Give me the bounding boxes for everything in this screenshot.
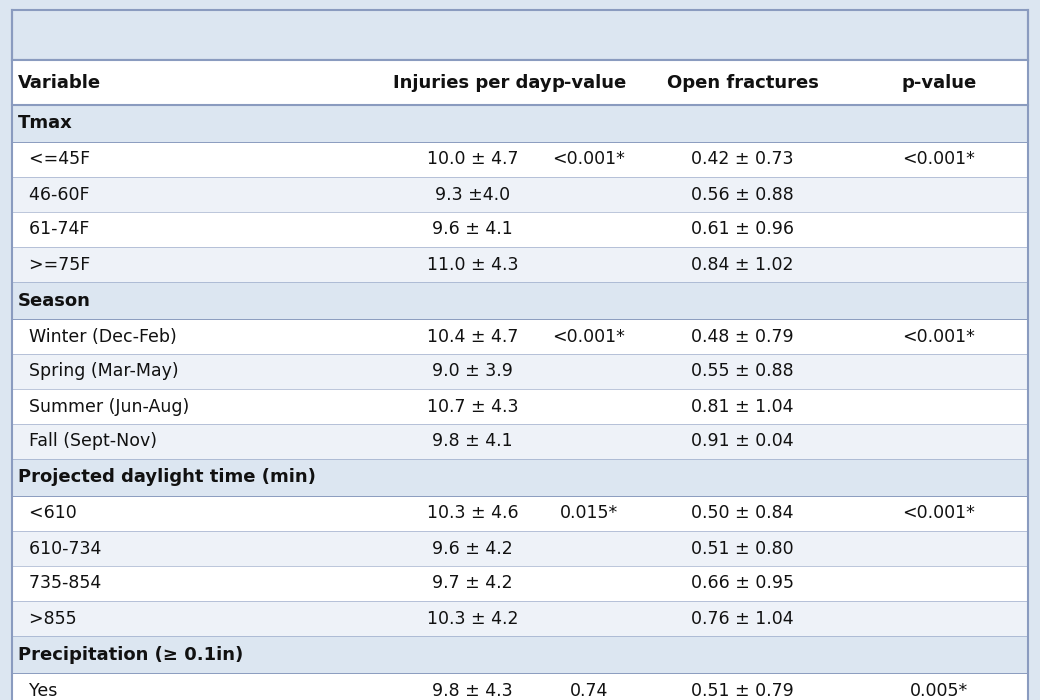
- Bar: [12, 673, 1028, 700]
- Bar: [12, 636, 1028, 673]
- Text: 0.55 ± 0.88: 0.55 ± 0.88: [692, 363, 794, 381]
- Bar: [12, 142, 1028, 177]
- Bar: [12, 424, 1028, 459]
- Text: 9.7 ± 4.2: 9.7 ± 4.2: [433, 575, 513, 592]
- Text: >=75F: >=75F: [18, 256, 90, 274]
- Bar: [12, 282, 1028, 319]
- Text: 0.56 ± 0.88: 0.56 ± 0.88: [692, 186, 794, 204]
- Text: 10.3 ± 4.6: 10.3 ± 4.6: [426, 505, 518, 522]
- Bar: [12, 319, 1028, 354]
- Text: 0.74: 0.74: [570, 682, 608, 699]
- Text: p-value: p-value: [902, 74, 977, 92]
- Text: 0.84 ± 1.02: 0.84 ± 1.02: [692, 256, 794, 274]
- Text: 0.81 ± 1.04: 0.81 ± 1.04: [692, 398, 794, 416]
- Bar: [12, 177, 1028, 212]
- Bar: [12, 601, 1028, 636]
- Text: 10.7 ± 4.3: 10.7 ± 4.3: [426, 398, 518, 416]
- Text: 0.66 ± 0.95: 0.66 ± 0.95: [691, 575, 794, 592]
- Text: Tmax: Tmax: [18, 115, 73, 132]
- Text: 0.61 ± 0.96: 0.61 ± 0.96: [691, 220, 794, 239]
- Text: 9.8 ± 4.1: 9.8 ± 4.1: [433, 433, 513, 451]
- Text: 0.42 ± 0.73: 0.42 ± 0.73: [692, 150, 794, 169]
- Text: 11.0 ± 4.3: 11.0 ± 4.3: [426, 256, 518, 274]
- Bar: [12, 60, 1028, 105]
- Text: <0.001*: <0.001*: [552, 328, 625, 346]
- Text: 9.8 ± 4.3: 9.8 ± 4.3: [433, 682, 513, 699]
- Bar: [12, 105, 1028, 142]
- Text: 0.005*: 0.005*: [910, 682, 968, 699]
- Text: Variable: Variable: [18, 74, 101, 92]
- Bar: [12, 247, 1028, 282]
- Text: p-value: p-value: [551, 74, 627, 92]
- Text: <0.001*: <0.001*: [903, 505, 976, 522]
- Text: 10.3 ± 4.2: 10.3 ± 4.2: [426, 610, 518, 627]
- Text: Precipitation (≥ 0.1in): Precipitation (≥ 0.1in): [18, 645, 243, 664]
- Bar: [12, 566, 1028, 601]
- Text: 9.6 ± 4.2: 9.6 ± 4.2: [433, 540, 513, 557]
- Text: <610: <610: [18, 505, 77, 522]
- Text: Projected daylight time (min): Projected daylight time (min): [18, 468, 316, 486]
- Text: Winter (Dec-Feb): Winter (Dec-Feb): [18, 328, 177, 346]
- Text: Yes: Yes: [18, 682, 57, 699]
- Text: 0.91 ± 0.04: 0.91 ± 0.04: [692, 433, 794, 451]
- Text: 61-74F: 61-74F: [18, 220, 89, 239]
- Text: 10.0 ± 4.7: 10.0 ± 4.7: [426, 150, 518, 169]
- Text: 0.48 ± 0.79: 0.48 ± 0.79: [692, 328, 794, 346]
- Text: <=45F: <=45F: [18, 150, 90, 169]
- Text: 9.0 ± 3.9: 9.0 ± 3.9: [432, 363, 513, 381]
- Text: 10.4 ± 4.7: 10.4 ± 4.7: [426, 328, 518, 346]
- Text: Spring (Mar-May): Spring (Mar-May): [18, 363, 179, 381]
- Text: 0.015*: 0.015*: [560, 505, 618, 522]
- Text: 0.51 ± 0.79: 0.51 ± 0.79: [692, 682, 794, 699]
- Bar: [12, 10, 1028, 60]
- Text: 735-854: 735-854: [18, 575, 101, 592]
- Bar: [12, 531, 1028, 566]
- Text: <0.001*: <0.001*: [903, 328, 976, 346]
- Bar: [12, 354, 1028, 389]
- Text: 0.50 ± 0.84: 0.50 ± 0.84: [692, 505, 794, 522]
- Text: 46-60F: 46-60F: [18, 186, 89, 204]
- Text: >855: >855: [18, 610, 77, 627]
- Text: <0.001*: <0.001*: [552, 150, 625, 169]
- Bar: [12, 212, 1028, 247]
- Text: 9.6 ± 4.1: 9.6 ± 4.1: [433, 220, 513, 239]
- Text: 0.76 ± 1.04: 0.76 ± 1.04: [692, 610, 794, 627]
- Text: 610-734: 610-734: [18, 540, 101, 557]
- Text: Open fractures: Open fractures: [667, 74, 818, 92]
- Text: Summer (Jun-Aug): Summer (Jun-Aug): [18, 398, 189, 416]
- Text: Injuries per day: Injuries per day: [393, 74, 552, 92]
- Bar: [12, 459, 1028, 496]
- Text: Season: Season: [18, 291, 90, 309]
- Text: <0.001*: <0.001*: [903, 150, 976, 169]
- Text: 0.51 ± 0.80: 0.51 ± 0.80: [692, 540, 794, 557]
- Text: Fall (Sept-Nov): Fall (Sept-Nov): [18, 433, 157, 451]
- Text: 9.3 ±4.0: 9.3 ±4.0: [435, 186, 510, 204]
- Bar: [12, 496, 1028, 531]
- Bar: [12, 389, 1028, 424]
